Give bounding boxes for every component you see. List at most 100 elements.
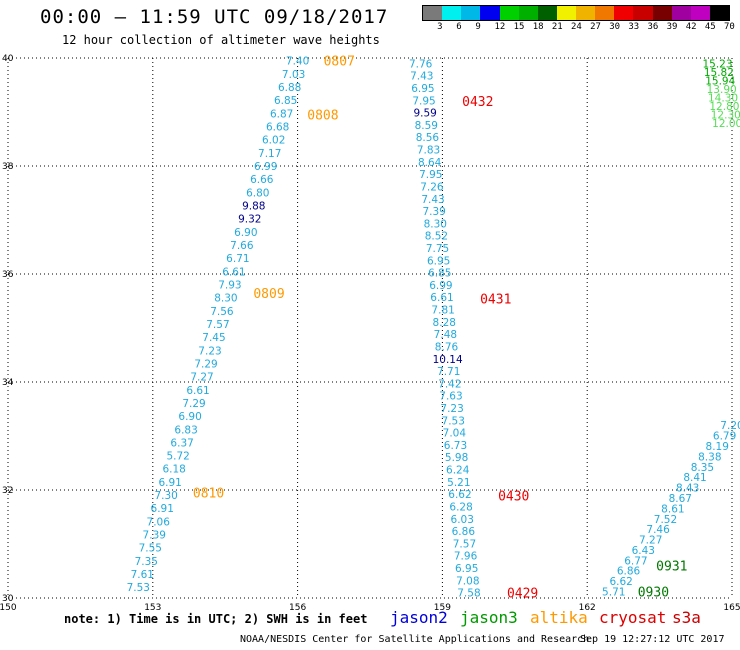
swh-value-altika: 6.90 [178,411,201,423]
swh-value-jason3: 5.71 [602,587,625,599]
swh-value-cryosat: 6.85 [428,268,451,280]
color-scale-label: 18 [532,22,544,32]
time-label-cryosat: 0430 [498,489,529,504]
swh-value-altika: 7.39 [143,530,166,542]
swh-value-cryosat: 7.76 [409,58,433,70]
swh-value-altika: 6.37 [170,437,193,449]
swh-value-cryosat: 7.23 [440,403,463,415]
color-swatch-1 [442,6,462,20]
swh-value-altika: 6.68 [266,122,289,134]
color-swatch-3 [480,6,500,20]
legend-s3a: s3a [672,608,701,627]
color-scale-label: 42 [685,22,697,32]
swh-value-altika: 7.45 [202,332,225,344]
swh-value-s3a: 13.90 [707,84,737,96]
swh-value-cryosat: 7.48 [434,329,457,341]
swh-value-altika: 7.93 [218,279,241,291]
x-tick-label: 159 [434,603,451,613]
color-swatch-8 [576,6,596,20]
y-tick-label: 36 [2,270,14,280]
swh-value-altika: 6.99 [254,161,277,173]
swh-value-altika: 6.61 [186,385,209,397]
generated-timestamp: Sep 19 12:27:12 UTC 2017 [580,634,725,645]
swh-value-altika: 7.61 [131,569,154,581]
swh-value-cryosat: 8.30 [424,218,447,230]
y-tick-label: 38 [2,162,14,172]
swh-value-jason3: 7.52 [654,514,677,526]
swh-value-cryosat: 7.43 [410,71,433,83]
swh-value-cryosat: 7.04 [443,428,467,440]
swh-value-altika: 7.29 [182,398,205,410]
time-label-cryosat: 0432 [462,95,493,110]
swh-value-cryosat: 7.96 [454,551,478,563]
swh-value-jason3: 8.61 [661,503,684,515]
swh-value-jason3: 8.41 [683,472,706,484]
swh-value-s3a: 15.82 [704,67,734,79]
y-tick-label: 30 [2,594,14,604]
footer-note: note: 1) Time is in UTC; 2) SWH is in fe… [64,612,368,626]
time-label-altika: 0808 [307,109,338,124]
swh-value-jason3: 6.79 [713,431,736,443]
swh-value-cryosat: 7.58 [457,588,480,600]
color-swatch-7 [556,6,576,20]
swh-value-altika: 7.23 [198,345,221,357]
time-label-jason3: 0931 [656,560,687,575]
legend-altika: altika [530,608,588,627]
swh-value-cryosat: 6.95 [427,255,450,267]
swh-value-cryosat: 6.95 [411,83,434,95]
swh-value-altika: 7.03 [282,69,305,81]
color-swatch-15 [709,6,729,20]
swh-value-cryosat: 6.86 [452,526,476,538]
swh-value-cryosat: 7.83 [417,145,440,157]
swh-value-altika: 7.30 [154,490,177,502]
swh-value-altika: 7.57 [206,319,229,331]
swh-value-s3a: 15.94 [705,75,735,87]
swh-value-altika: 6.90 [234,227,257,239]
x-tick-label: 153 [144,603,161,613]
time-label-cryosat: 0429 [507,587,538,602]
swh-value-s3a: 12.80 [709,101,739,113]
color-scale-label: 27 [590,22,601,32]
swh-value-altika: 6.66 [250,174,274,186]
swh-value-cryosat: 6.73 [444,440,467,452]
swh-value-jason3: 8.19 [706,441,729,453]
swh-value-jason3: 8.43 [676,483,699,495]
swh-value-cryosat: 7.81 [431,305,454,317]
color-swatch-0 [423,6,443,20]
page-subtitle: 12 hour collection of altimeter wave hei… [62,33,380,47]
color-scale-bar [422,5,730,21]
swh-value-altika: 6.80 [246,187,269,199]
swh-value-cryosat: 8.56 [416,132,440,144]
swh-value-altika: 6.83 [174,424,197,436]
y-tick-label: 34 [2,378,14,388]
time-label-altika: 0807 [324,55,355,70]
y-tick-label: 40 [2,54,14,64]
swh-value-jason3: 8.35 [691,462,714,474]
color-scale-label: 45 [704,22,716,32]
swh-value-altika: 6.88 [278,82,301,94]
color-swatch-5 [518,6,538,20]
swh-value-jason3: 6.62 [609,576,632,588]
swh-value-cryosat: 6.28 [449,501,472,513]
time-label-altika: 0810 [193,487,224,502]
color-scale-label: 9 [475,22,481,32]
color-scale-label: 70 [724,22,735,32]
swh-value-s3a: 12.00 [712,118,740,130]
color-scale-label: 6 [456,22,462,32]
swh-value-cryosat: 6.61 [430,292,453,304]
swh-value-jason3: 7.20 [720,420,740,432]
swh-value-cryosat: 8.59 [415,120,438,132]
swh-value-cryosat: 7.26 [420,181,444,193]
swh-value-cryosat: 6.24 [446,465,470,477]
swh-value-jason3: 8.38 [698,451,721,463]
color-swatch-9 [595,6,615,20]
swh-value-cryosat: 5.98 [445,452,468,464]
swh-value-jason3: 7.27 [639,535,662,547]
swh-value-altika: 7.55 [139,543,162,555]
color-scale-label: 12 [494,22,506,32]
color-swatch-13 [671,6,691,20]
swh-value-altika: 7.40 [286,56,309,68]
swh-value-cryosat: 6.03 [451,514,474,526]
swh-value-cryosat: 7.57 [453,538,476,550]
swh-value-cryosat: 7.71 [437,366,460,378]
